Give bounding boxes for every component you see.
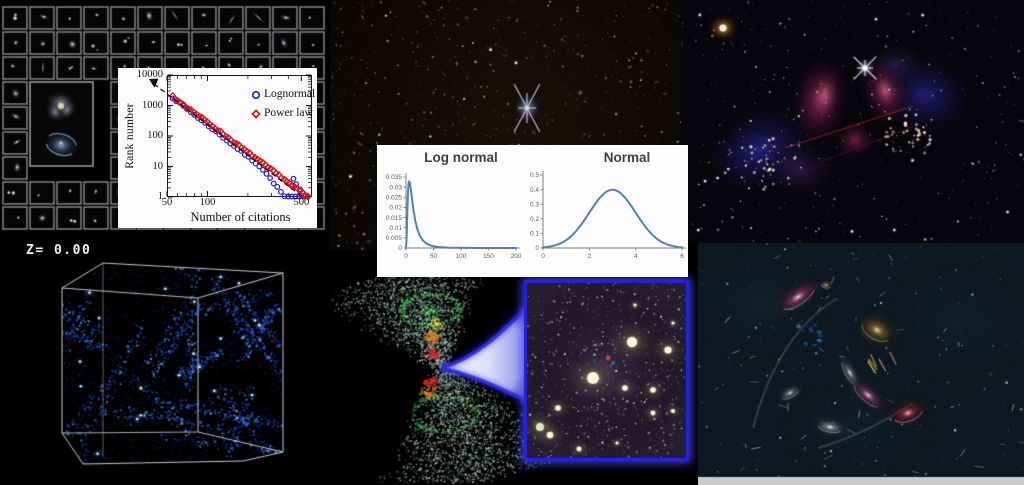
svg-text:0.02: 0.02 (389, 205, 402, 212)
normal-chart-title: Normal (603, 150, 651, 165)
svg-text:0.035: 0.035 (386, 174, 403, 181)
y-tick-label: 10 (152, 160, 164, 172)
svg-text:2: 2 (588, 253, 592, 260)
x-tick-label: 100 (199, 197, 216, 208)
svg-text:0.015: 0.015 (386, 215, 403, 222)
svg-text:0.01: 0.01 (389, 225, 402, 232)
plot-frame (167, 75, 312, 197)
svg-text:0.2: 0.2 (530, 216, 539, 223)
svg-text:200: 200 (511, 253, 522, 260)
svg-text:6: 6 (680, 253, 684, 260)
distributions-panel: Log normal Normal 0 0.005 0.01 0.015 0.02 0.0… (377, 145, 688, 277)
svg-text:50: 50 (430, 253, 438, 260)
distribution-curves-svg: 0 0.005 0.01 0.015 0.02 0.025 0.03 0.035 0 50 100 1… (386, 171, 686, 260)
y-tick-label: 1000 (142, 99, 163, 111)
x-tick-label: 500 (293, 197, 310, 208)
cluster-inset-frame (524, 280, 689, 461)
svg-text:0: 0 (541, 253, 545, 260)
x-tick-label: 50 (161, 197, 173, 208)
svg-text:0.025: 0.025 (386, 194, 403, 201)
citation-plot-svg (149, 74, 312, 201)
legend-label-powerlaw: Power law (264, 107, 313, 119)
dm-simulation-panel: Z= 0.00 (0, 235, 330, 485)
svg-text:100: 100 (456, 253, 467, 260)
svg-text:0: 0 (535, 245, 539, 252)
legend-label-lognormal: Lognormal (264, 88, 316, 100)
svg-text:0.005: 0.005 (386, 235, 403, 242)
svg-text:0.1: 0.1 (530, 231, 539, 238)
cluster-inset-image (527, 283, 686, 458)
svg-text:0: 0 (398, 245, 402, 252)
x-axis-label: Number of citations (190, 210, 291, 224)
artistic-galaxies-image (698, 243, 1024, 485)
y-tick-label: 1 (157, 190, 163, 202)
svg-text:150: 150 (483, 253, 494, 260)
y-tick-label: 100 (147, 129, 163, 141)
lognormal-chart-title: Log normal (424, 150, 498, 165)
svg-text:0.03: 0.03 (389, 184, 402, 191)
y-tick-label: 10000 (136, 68, 163, 80)
svg-text:0: 0 (404, 253, 408, 260)
svg-text:0.3: 0.3 (530, 201, 539, 208)
dm-simulation-image (0, 235, 330, 485)
svg-text:4: 4 (634, 253, 638, 260)
bullet-cluster-image (680, 0, 1024, 243)
redshift-label: Z= 0.00 (26, 243, 92, 258)
svg-text:0.4: 0.4 (530, 187, 539, 194)
citation-rank-chart: Rank number Lognormal Power law Number o… (118, 68, 317, 228)
svg-text:0.5: 0.5 (530, 172, 539, 179)
